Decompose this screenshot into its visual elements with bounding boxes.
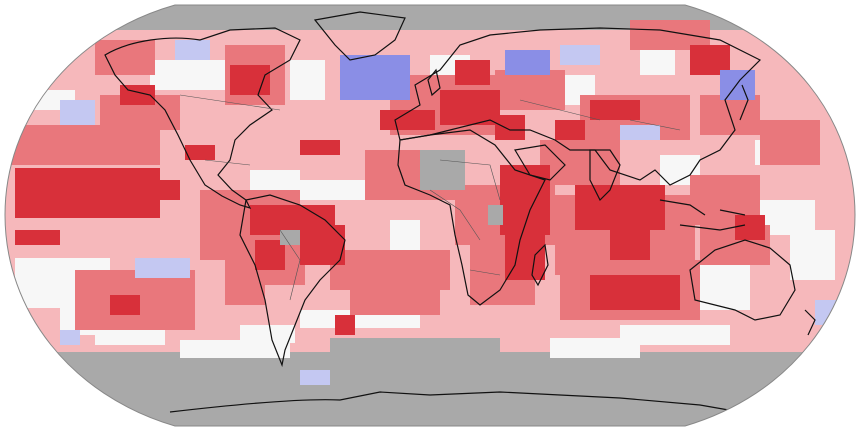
much-above-average-cells [15,45,765,335]
greenland-coast [313,11,406,61]
above-average-cells [10,20,820,330]
globe-outline [4,4,856,427]
antarctica-coast [169,391,741,413]
north-america-coast [104,27,301,209]
arabia-coast [514,144,566,181]
country-borders [179,94,681,301]
antarctic-no-data [5,352,855,426]
antarctic-no-data [330,338,500,354]
south-america-coast [239,194,346,368]
madagascar-coast [531,243,549,287]
below-average-cells [60,40,840,385]
indonesia-coast [659,199,746,231]
coastlines [104,11,816,413]
india-coast [589,149,621,202]
australia-coast [689,239,796,321]
land-no-data-cells [280,150,503,245]
new-zealand-coast [804,309,816,336]
japan-coast [739,84,749,121]
eurasia-coast [394,27,762,186]
africa-coast [397,129,546,306]
uk-coast [427,68,441,97]
